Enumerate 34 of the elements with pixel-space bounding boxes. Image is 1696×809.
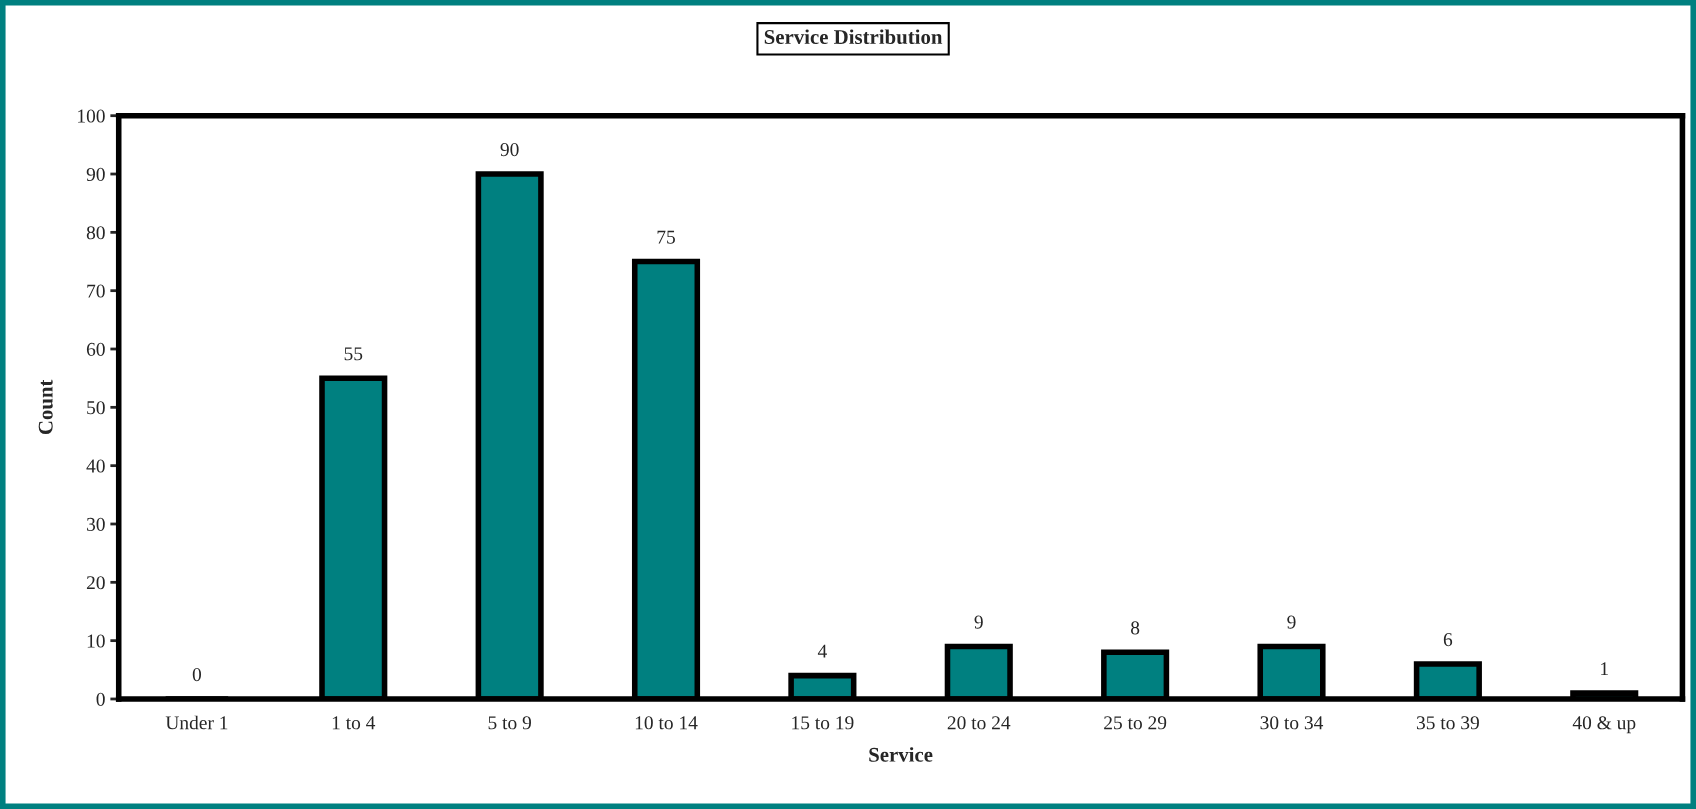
- y-tick-label: 30: [87, 517, 105, 531]
- y-tick-label: 0: [96, 692, 105, 706]
- y-tick-label: 60: [86, 342, 105, 356]
- data-label: 0: [192, 668, 202, 682]
- data-label: 4: [817, 644, 827, 658]
- x-tick-label: 30 to 34: [1260, 716, 1324, 730]
- x-tick-label: 35 to 39: [1416, 716, 1479, 730]
- x-tick-label: 15 to 19: [792, 716, 854, 730]
- x-axis-title: Service: [869, 747, 933, 762]
- x-tick-label: 25 to 29: [1104, 716, 1167, 730]
- y-tick-label: 40: [86, 459, 105, 473]
- y-tick-label: 90: [86, 167, 105, 181]
- data-label: 90: [500, 143, 519, 157]
- y-tick-label: 100: [78, 109, 105, 123]
- chart-title: Service Distribution: [764, 29, 943, 45]
- y-tick-label: 20: [86, 576, 105, 590]
- y-axis-title: Count: [38, 379, 53, 435]
- x-tick-label: 5 to 9: [488, 716, 531, 730]
- y-tick-label: 70: [87, 284, 105, 298]
- x-tick-label: 40 & up: [1572, 716, 1636, 734]
- data-label: 75: [657, 230, 675, 244]
- x-tick-label: 20 to 24: [947, 716, 1011, 730]
- y-tick-label: 80: [86, 226, 105, 240]
- y-tick-label: 10: [87, 634, 105, 648]
- data-label: 8: [1131, 621, 1140, 635]
- data-label: 6: [1443, 633, 1453, 647]
- data-label: 9: [1287, 615, 1296, 629]
- data-label: 9: [974, 615, 983, 629]
- data-label: 1: [1601, 662, 1608, 676]
- data-label: 55: [344, 347, 363, 361]
- y-tick-label: 50: [87, 401, 105, 415]
- x-tick-label: 1 to 4: [332, 716, 376, 730]
- x-tick-label: Under 1: [165, 715, 228, 730]
- x-tick-label: 10 to 14: [635, 716, 698, 730]
